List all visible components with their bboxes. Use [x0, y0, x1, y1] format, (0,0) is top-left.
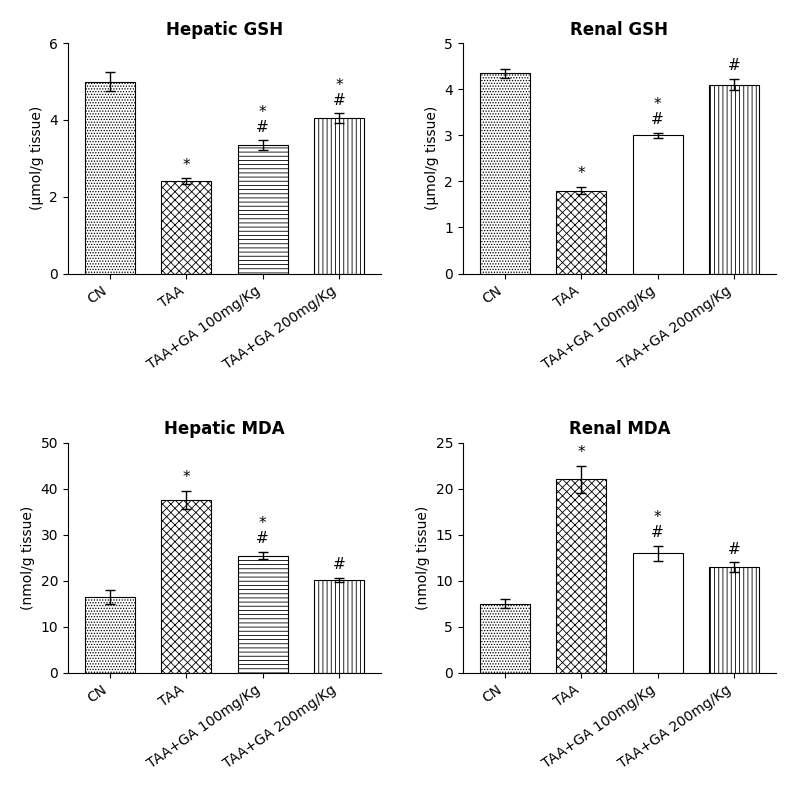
Bar	[238, 555, 288, 673]
Title: Renal GSH: Renal GSH	[571, 21, 669, 39]
Text: #: #	[257, 120, 269, 135]
Bar	[556, 191, 606, 273]
Bar	[238, 145, 288, 273]
Bar	[161, 501, 211, 673]
Text: *: *	[259, 105, 266, 120]
Title: Hepatic MDA: Hepatic MDA	[164, 421, 285, 438]
Bar	[556, 479, 606, 673]
Text: #: #	[651, 112, 664, 128]
Y-axis label: (μmol/g tissue): (μmol/g tissue)	[425, 106, 438, 211]
Text: *: *	[654, 97, 662, 112]
Text: *: *	[259, 516, 266, 531]
Text: #: #	[257, 531, 269, 546]
Bar	[85, 82, 135, 273]
Text: *: *	[183, 158, 190, 173]
Y-axis label: (nmol/g tissue): (nmol/g tissue)	[21, 505, 35, 610]
Text: *: *	[183, 470, 190, 485]
Text: *: *	[578, 445, 585, 460]
Bar	[709, 567, 759, 673]
Text: #: #	[332, 557, 345, 572]
Text: #: #	[728, 542, 740, 557]
Text: *: *	[336, 78, 343, 93]
Text: *: *	[578, 166, 585, 181]
Bar	[633, 553, 682, 673]
Text: *: *	[654, 510, 662, 525]
Title: Hepatic GSH: Hepatic GSH	[166, 21, 283, 39]
Bar	[480, 604, 530, 673]
Bar	[314, 580, 364, 673]
Bar	[314, 118, 364, 273]
Text: #: #	[332, 93, 345, 108]
Bar	[633, 135, 682, 273]
Text: #: #	[728, 59, 740, 74]
Y-axis label: (μmol/g tissue): (μmol/g tissue)	[29, 106, 44, 211]
Bar	[709, 85, 759, 273]
Bar	[161, 181, 211, 273]
Title: Renal MDA: Renal MDA	[569, 421, 670, 438]
Y-axis label: (nmol/g tissue): (nmol/g tissue)	[416, 505, 430, 610]
Bar	[85, 597, 135, 673]
Bar	[480, 73, 530, 273]
Text: #: #	[651, 525, 664, 540]
